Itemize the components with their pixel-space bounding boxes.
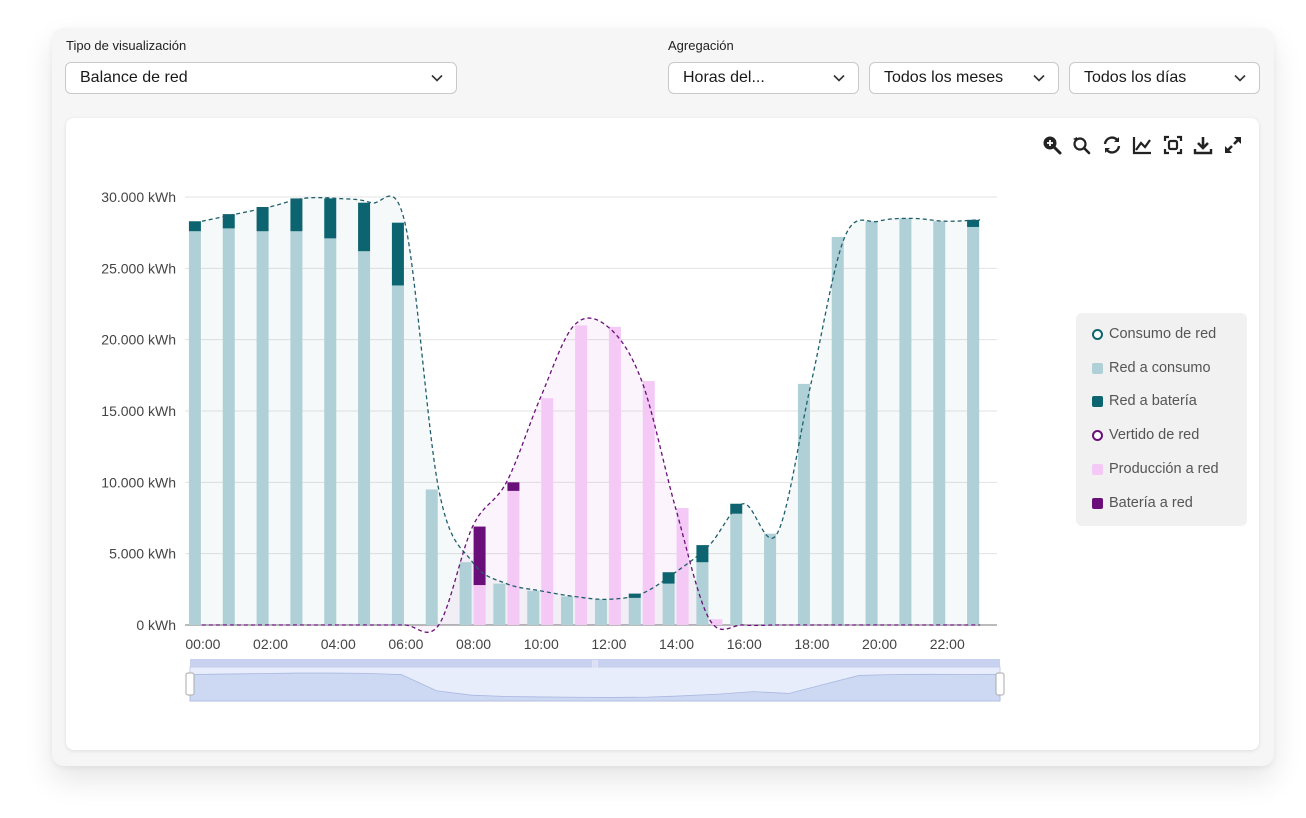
legend-item-red-a-bateria[interactable]: Red a batería [1092,391,1197,411]
legend-label: Red a consumo [1109,360,1211,376]
download-icon[interactable] [1192,134,1214,156]
legend-square-icon [1092,362,1103,374]
legend-square-icon [1092,395,1103,407]
chevron-down-icon [431,74,443,82]
days-select[interactable]: Todos los días [1069,62,1260,94]
view-type-label: Tipo de visualización [66,38,187,53]
zoom-reset-icon[interactable] [1071,134,1093,156]
legend-item-vertido-de-red[interactable]: Vertido de red [1092,425,1199,445]
legend-item-bateria-a-red[interactable]: Batería a red [1092,493,1193,513]
screenshot-icon[interactable] [1162,134,1184,156]
legend-circle-icon [1092,328,1103,340]
hours-value: Horas del... [683,69,765,86]
months-value: Todos los meses [884,69,1004,86]
legend-label: Red a batería [1109,393,1197,409]
days-value: Todos los días [1084,69,1187,86]
view-type-select[interactable]: Balance de red [65,62,457,94]
view-type-value: Balance de red [80,69,188,86]
legend-item-produccion-a-red[interactable]: Producción a red [1092,459,1219,479]
legend-circle-icon [1092,429,1103,441]
legend-label: Batería a red [1109,495,1193,511]
hours-select[interactable]: Horas del... [668,62,859,94]
chevron-down-icon [1033,74,1045,82]
months-select[interactable]: Todos los meses [869,62,1059,94]
chevron-down-icon [833,74,845,82]
legend-label: Producción a red [1109,461,1219,477]
legend-square-icon [1092,463,1103,475]
legend-item-red-a-consumo[interactable]: Red a consumo [1092,358,1211,378]
chart-toggle-icon[interactable] [1131,134,1153,156]
legend-item-consumo-de-red[interactable]: Consumo de red [1092,324,1216,344]
legend-label: Vertido de red [1109,427,1200,443]
aggregation-label: Agregación [668,38,734,53]
legend-square-icon [1092,497,1103,509]
legend-label: Consumo de red [1109,326,1217,342]
fullscreen-icon[interactable] [1222,134,1244,156]
zoom-icon[interactable] [1041,134,1063,156]
refresh-icon[interactable] [1101,134,1123,156]
legend: Consumo de red Red a consumo Red a bater… [1076,313,1247,526]
chevron-down-icon [1234,74,1246,82]
